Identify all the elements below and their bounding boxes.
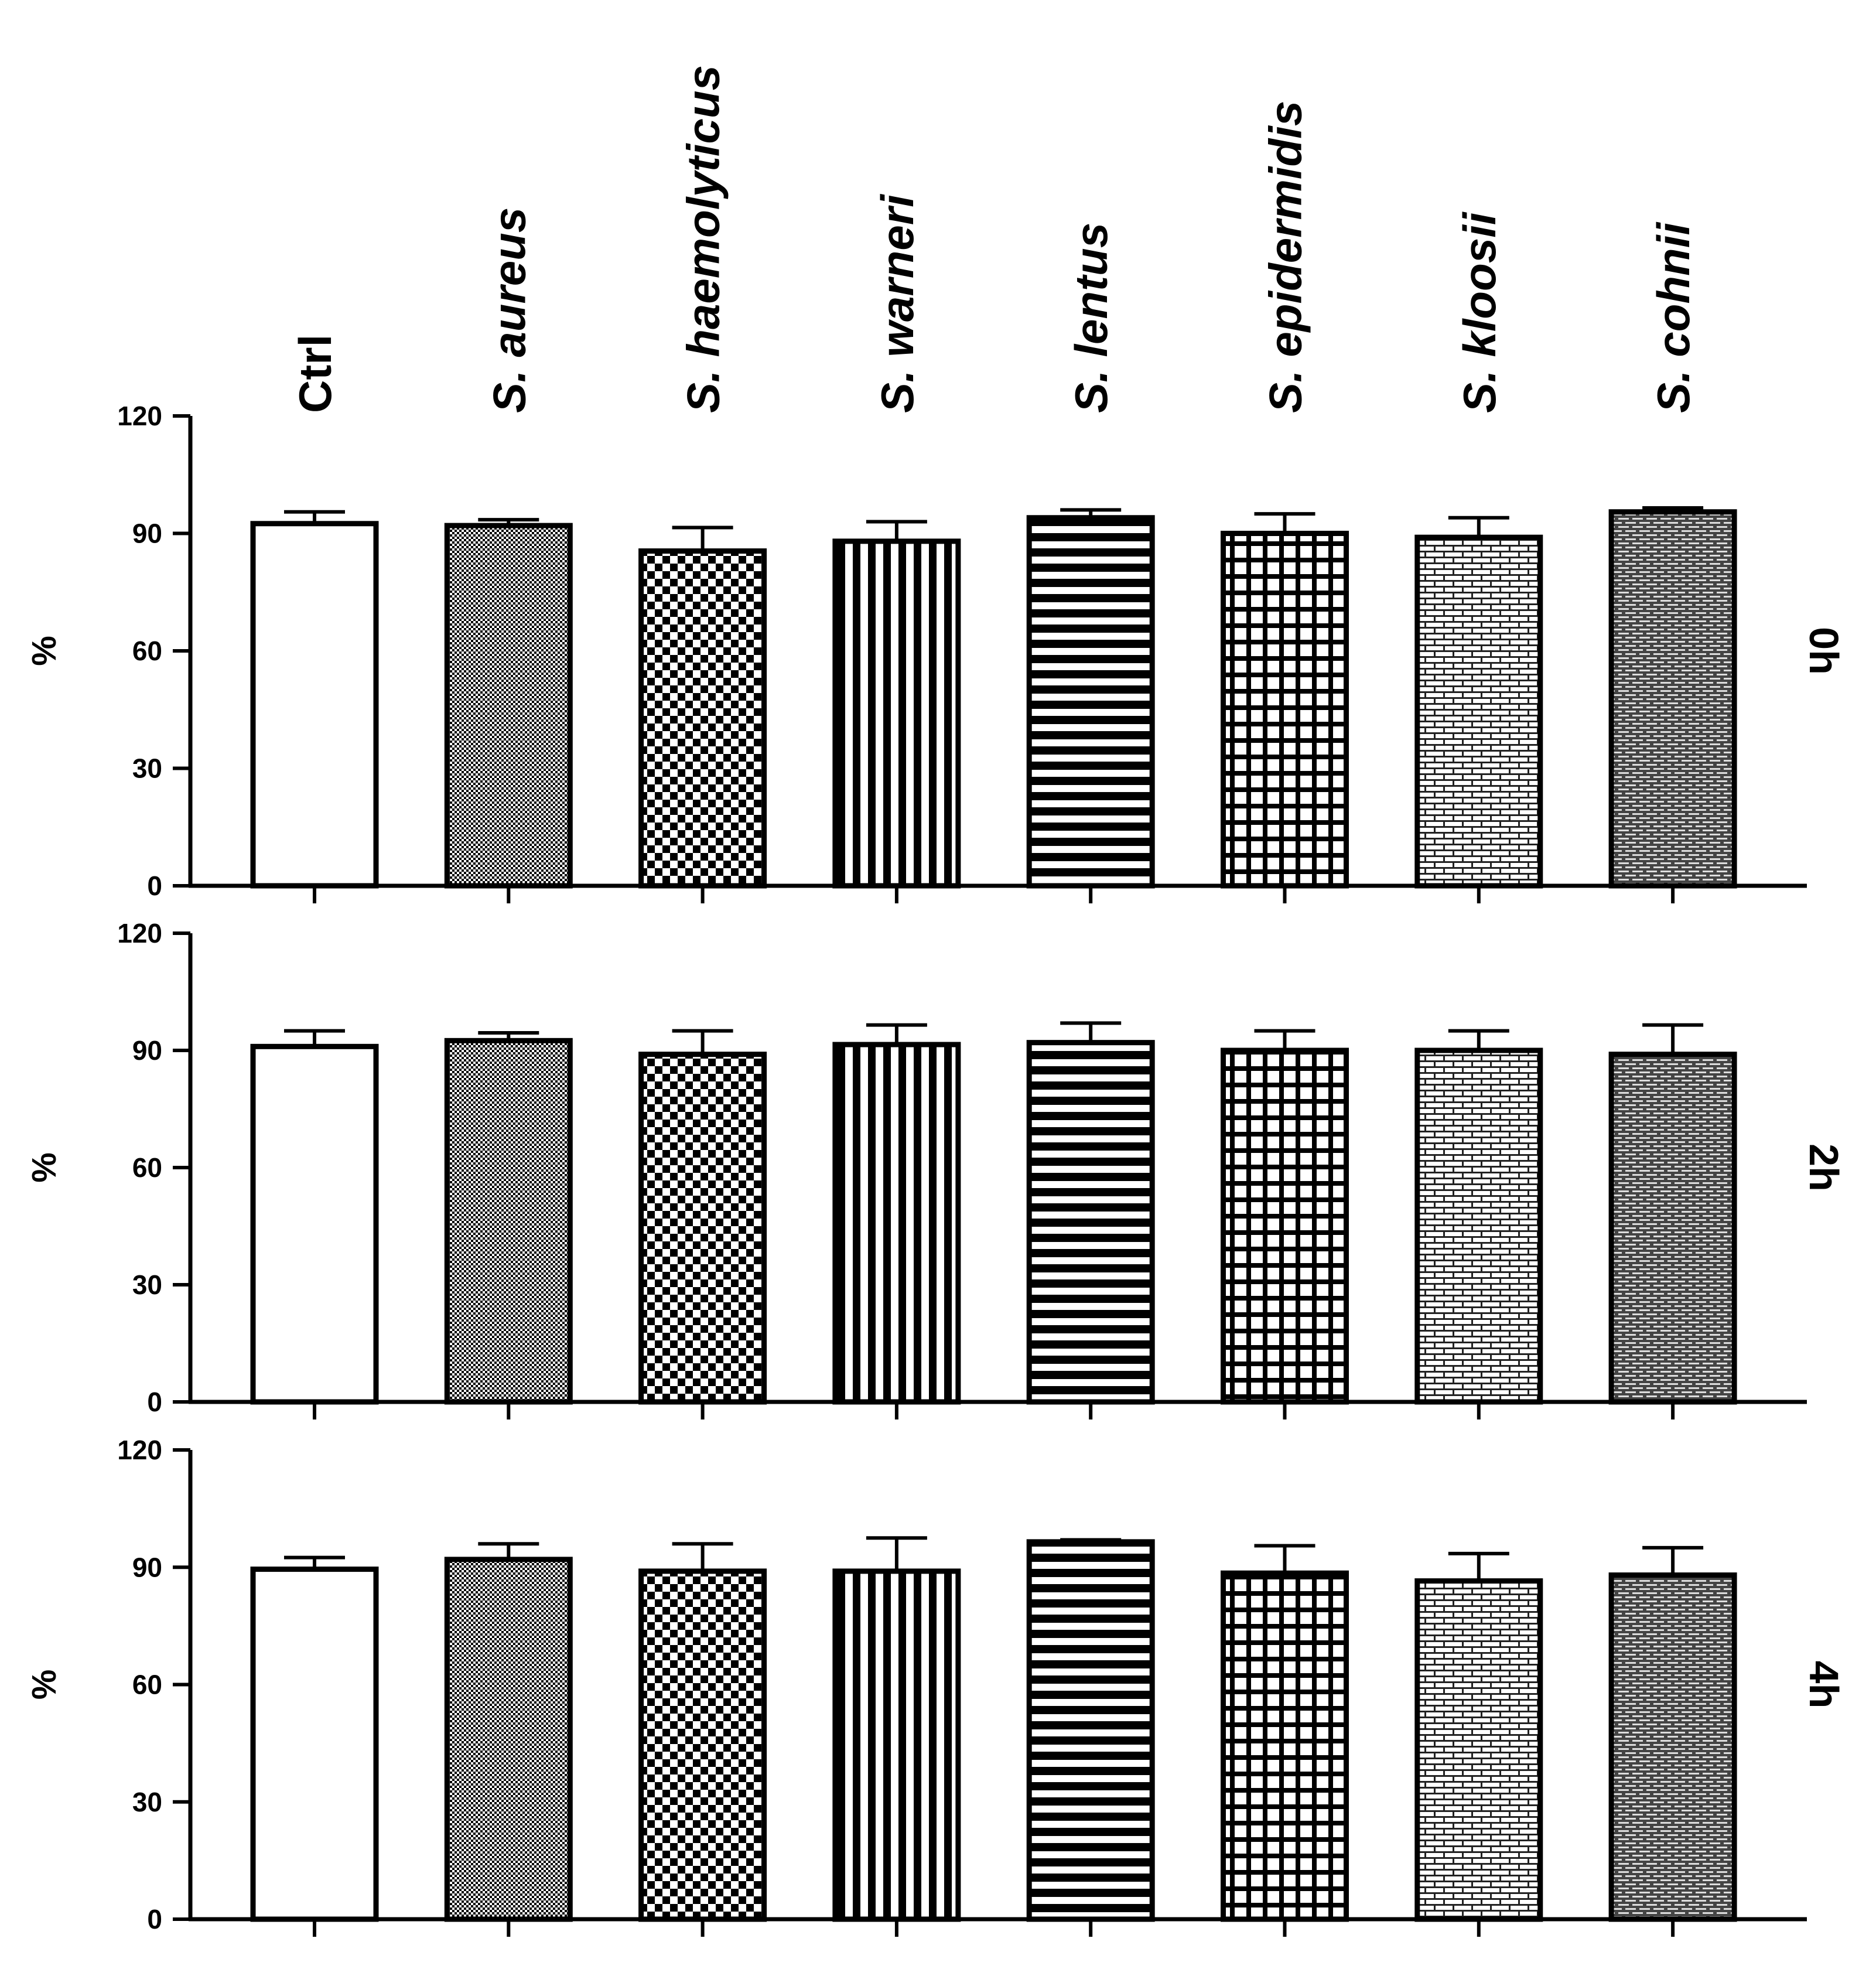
category-name: warneri: [872, 194, 923, 357]
y-tick-label-0-3: 90: [132, 518, 162, 549]
y-tick-label-2-0: 0: [147, 1904, 162, 1934]
category-label-7: S. cohnii: [1648, 222, 1699, 413]
category-name: Ctrl: [289, 335, 341, 413]
bar-2-3: [832, 1568, 961, 1922]
category-name: cohnii: [1648, 222, 1699, 357]
bar-1-3: [832, 1042, 961, 1405]
category-prefix: S.: [1260, 357, 1311, 413]
category-prefix: S.: [1065, 357, 1117, 413]
bar-1-1: [444, 1038, 573, 1405]
category-prefix: S.: [678, 357, 729, 413]
bar-0-7: [1608, 509, 1737, 889]
panel-label-2: 4h: [1801, 1661, 1847, 1709]
y-tick-label-2-4: 120: [117, 1435, 162, 1465]
bar-2-1: [444, 1557, 573, 1922]
category-prefix: S.: [483, 357, 535, 413]
category-name: epidermidis: [1260, 101, 1311, 357]
y-tick-label-1-4: 120: [117, 918, 162, 948]
y-axis-label-1: %: [25, 1152, 63, 1183]
category-name: lentus: [1065, 223, 1117, 357]
bar-0-0: [250, 521, 379, 889]
y-tick-label-0-1: 30: [132, 753, 162, 784]
bar-2-0: [250, 1567, 379, 1922]
y-tick-label-0-0: 0: [147, 871, 162, 901]
bar-0-4: [1026, 515, 1155, 889]
bar-2-2: [638, 1568, 767, 1922]
bar-2-5: [1221, 1570, 1349, 1922]
category-label-2: S. haemolyticus: [678, 65, 729, 413]
category-label-3: S. warneri: [872, 194, 923, 413]
bar-1-6: [1414, 1047, 1543, 1405]
category-label-4: S. lentus: [1065, 223, 1117, 413]
y-tick-label-0-4: 120: [117, 401, 162, 431]
bar-1-4: [1026, 1040, 1155, 1405]
panel-label-1: 2h: [1801, 1144, 1847, 1192]
category-label-5: S. epidermidis: [1260, 101, 1311, 413]
y-tick-label-1-0: 0: [147, 1387, 162, 1417]
y-tick-label-1-3: 90: [132, 1035, 162, 1066]
category-name: haemolyticus: [678, 65, 729, 357]
bar-0-6: [1414, 534, 1543, 889]
bar-1-2: [638, 1052, 767, 1405]
bar-2-4: [1026, 1539, 1155, 1922]
bar-2-6: [1414, 1578, 1543, 1922]
bar-0-1: [444, 523, 573, 889]
y-axis-label-2: %: [25, 1670, 63, 1700]
bar-0-3: [832, 538, 961, 889]
bar-1-0: [250, 1043, 379, 1405]
category-label-1: S. aureus: [483, 207, 535, 413]
category-name: aureus: [483, 207, 535, 357]
panel-label-0: 0h: [1801, 627, 1847, 675]
bar-0-5: [1221, 531, 1349, 889]
y-tick-label-2-2: 60: [132, 1670, 162, 1700]
bar-0-2: [638, 548, 767, 889]
bar-2-7: [1608, 1572, 1737, 1922]
bar-1-7: [1608, 1052, 1737, 1405]
category-prefix: S.: [1648, 357, 1699, 413]
y-tick-label-0-2: 60: [132, 636, 162, 666]
y-axis-label-0: %: [25, 636, 63, 666]
category-name: kloosii: [1454, 211, 1505, 357]
y-tick-label-1-2: 60: [132, 1152, 162, 1183]
y-tick-label-2-1: 30: [132, 1787, 162, 1817]
y-tick-label-1-1: 30: [132, 1270, 162, 1300]
category-prefix: S.: [1454, 357, 1505, 413]
bar-1-5: [1221, 1047, 1349, 1405]
y-tick-label-2-3: 90: [132, 1552, 162, 1582]
category-label-6: S. kloosii: [1454, 211, 1505, 413]
category-label-0: Ctrl: [289, 335, 341, 413]
category-prefix: S.: [872, 357, 923, 413]
